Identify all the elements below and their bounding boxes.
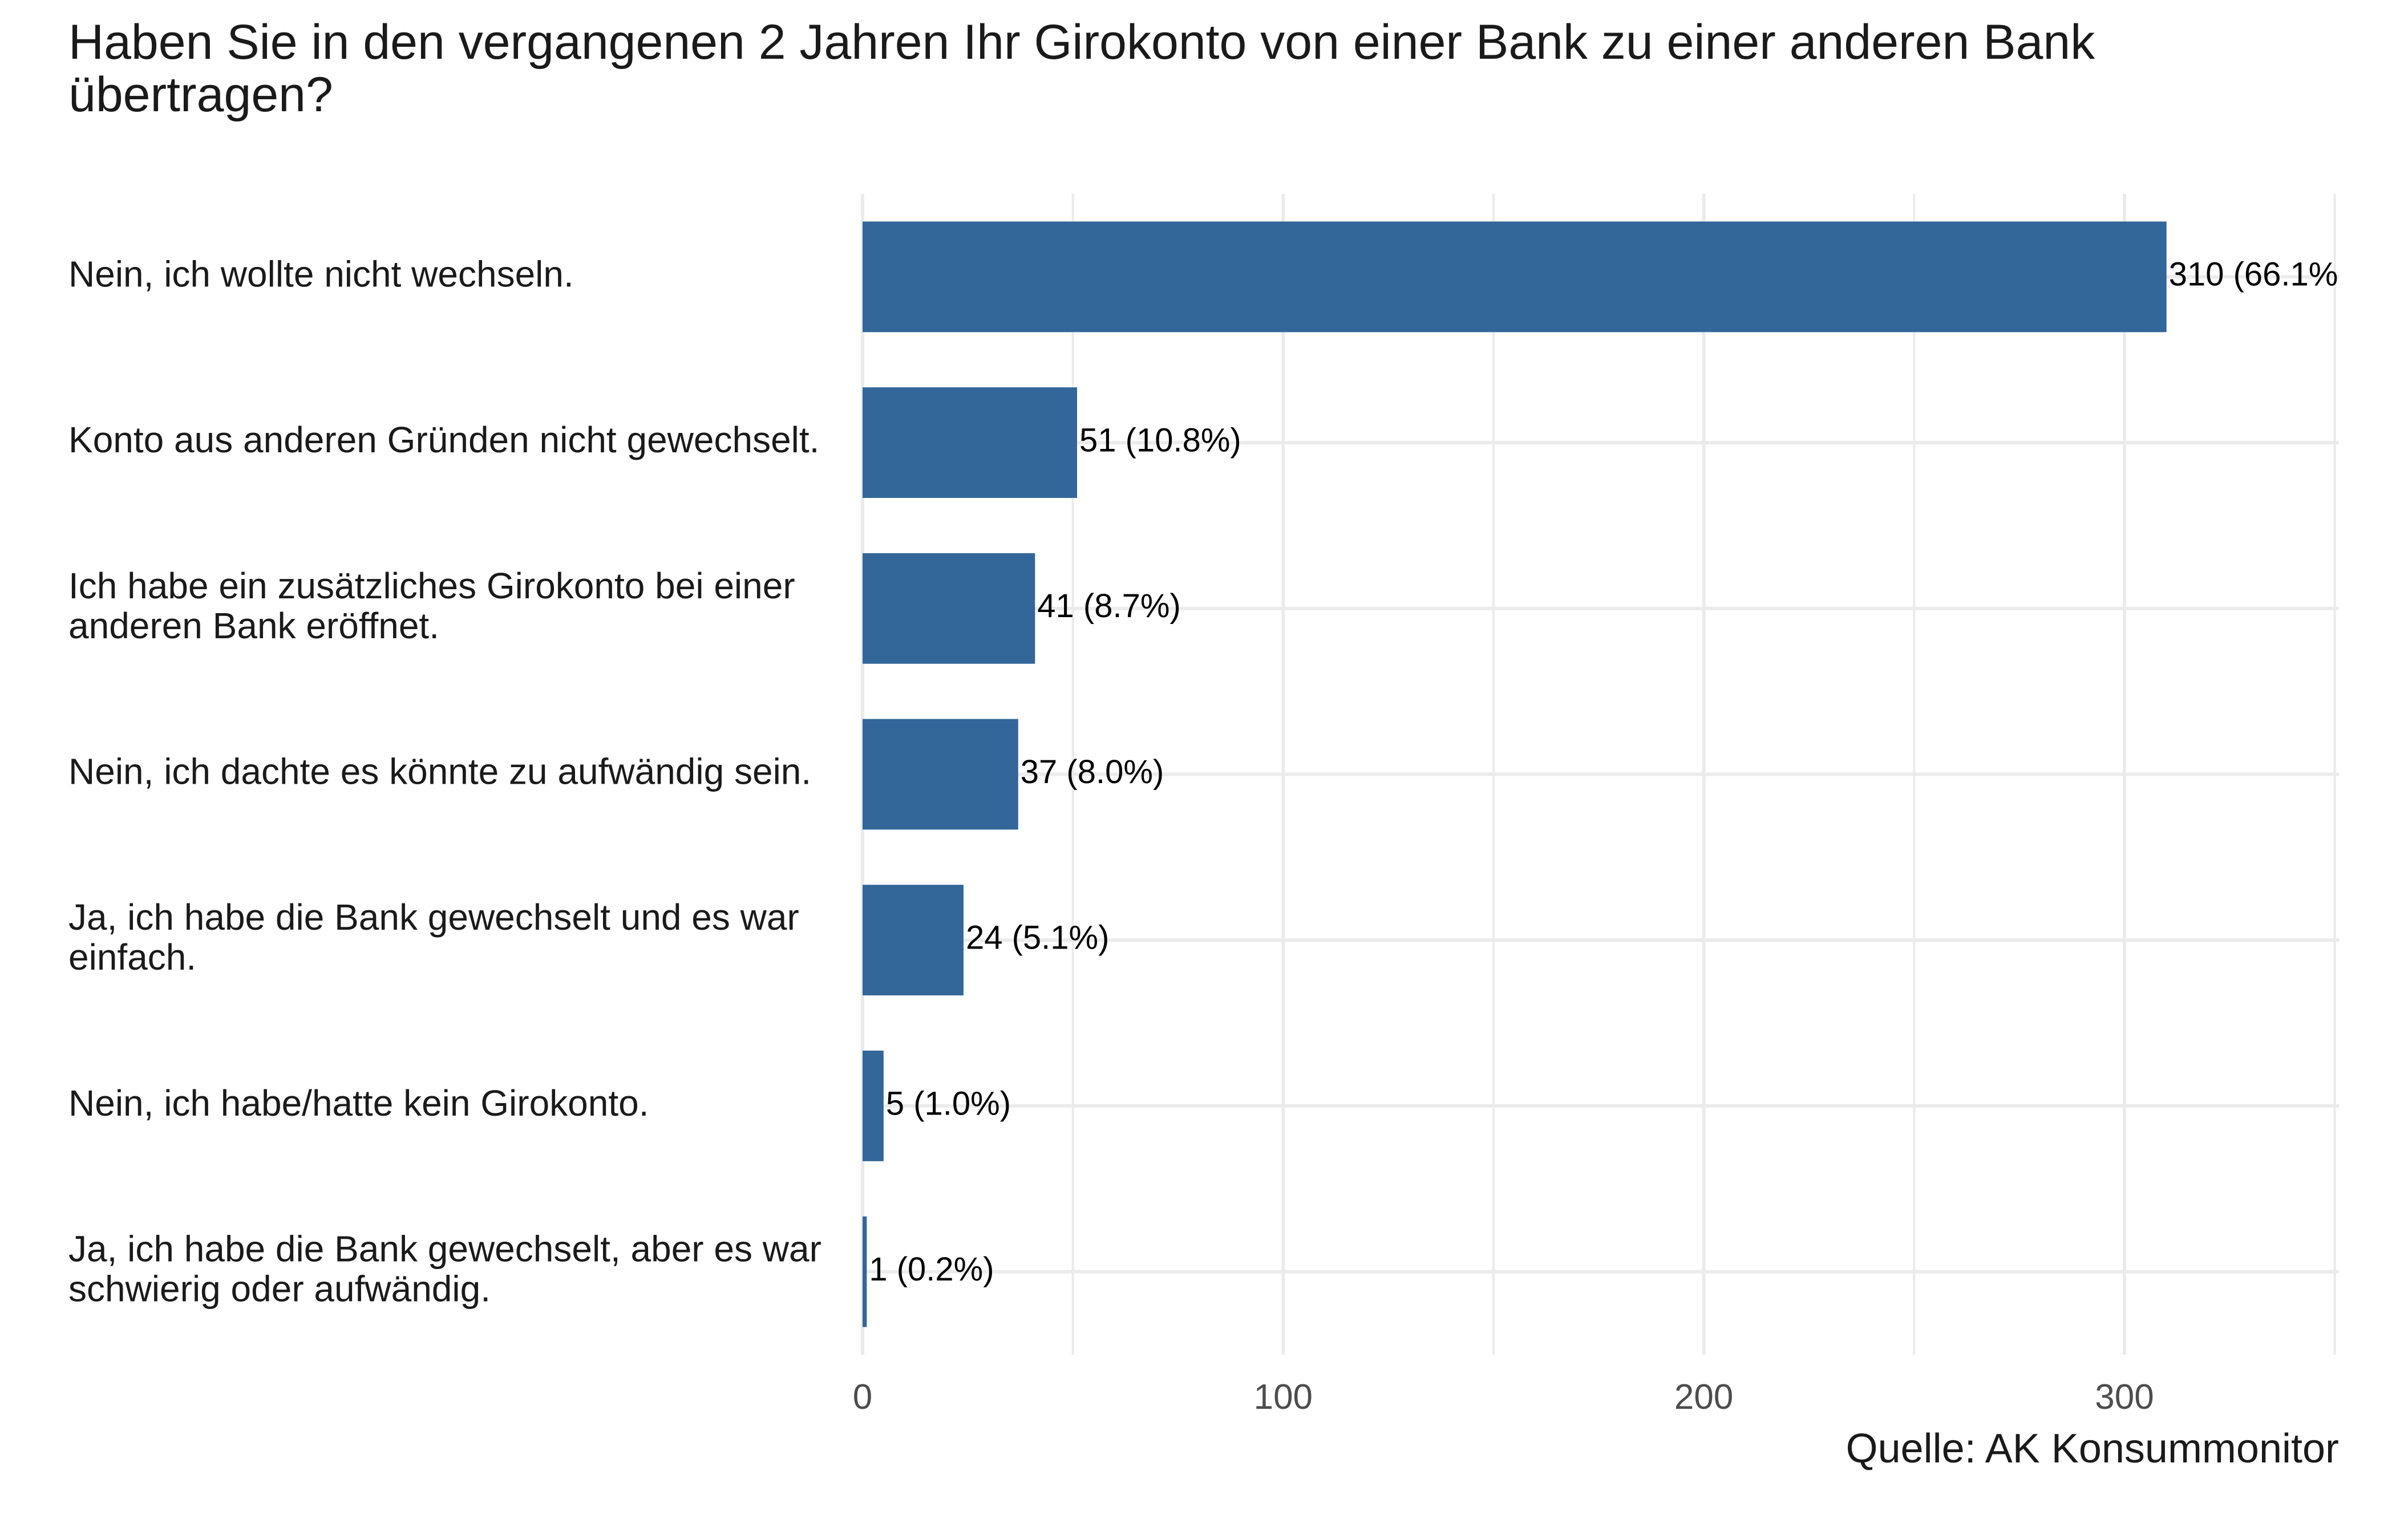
category-label: Nein, ich dachte es könnte zu aufwändig …	[68, 751, 811, 792]
x-tick-label: 0	[853, 1377, 872, 1417]
bar	[863, 885, 964, 996]
chart-title: Haben Sie in den vergangenen 2 Jahren Ih…	[68, 15, 2095, 122]
data-label: 310 (66.1%	[2169, 256, 2338, 293]
category-label: Ich habe ein zusätzliches Girokonto bei …	[68, 565, 795, 646]
chart-caption: Quelle: AK Konsummonitor	[1845, 1426, 2339, 1472]
bar	[863, 719, 1018, 830]
data-label: 51 (10.8%)	[1079, 422, 1241, 459]
bar	[863, 387, 1078, 499]
category-label: Ja, ich habe die Bank gewechselt, aber e…	[68, 1229, 821, 1310]
data-label: 5 (1.0%)	[886, 1085, 1011, 1122]
x-tick-label: 200	[1674, 1377, 1733, 1417]
data-label: 1 (0.2%)	[869, 1251, 994, 1288]
category-label: Nein, ich wollte nicht wechseln.	[68, 253, 574, 294]
data-label: 24 (5.1%)	[966, 919, 1109, 957]
x-tick-label: 300	[2095, 1377, 2154, 1417]
x-tick-label: 100	[1254, 1377, 1313, 1417]
bar	[863, 553, 1035, 664]
category-label: Ja, ich habe die Bank gewechselt und es …	[68, 897, 799, 978]
bar	[863, 1216, 867, 1327]
category-label: Nein, ich habe/hatte kein Girokonto.	[68, 1083, 649, 1124]
bar	[863, 221, 2167, 333]
category-label: Konto aus anderen Gründen nicht gewechse…	[68, 419, 819, 460]
bar	[863, 1050, 884, 1161]
data-label: 37 (8.0%)	[1021, 753, 1164, 791]
data-label: 41 (8.7%)	[1037, 587, 1180, 625]
